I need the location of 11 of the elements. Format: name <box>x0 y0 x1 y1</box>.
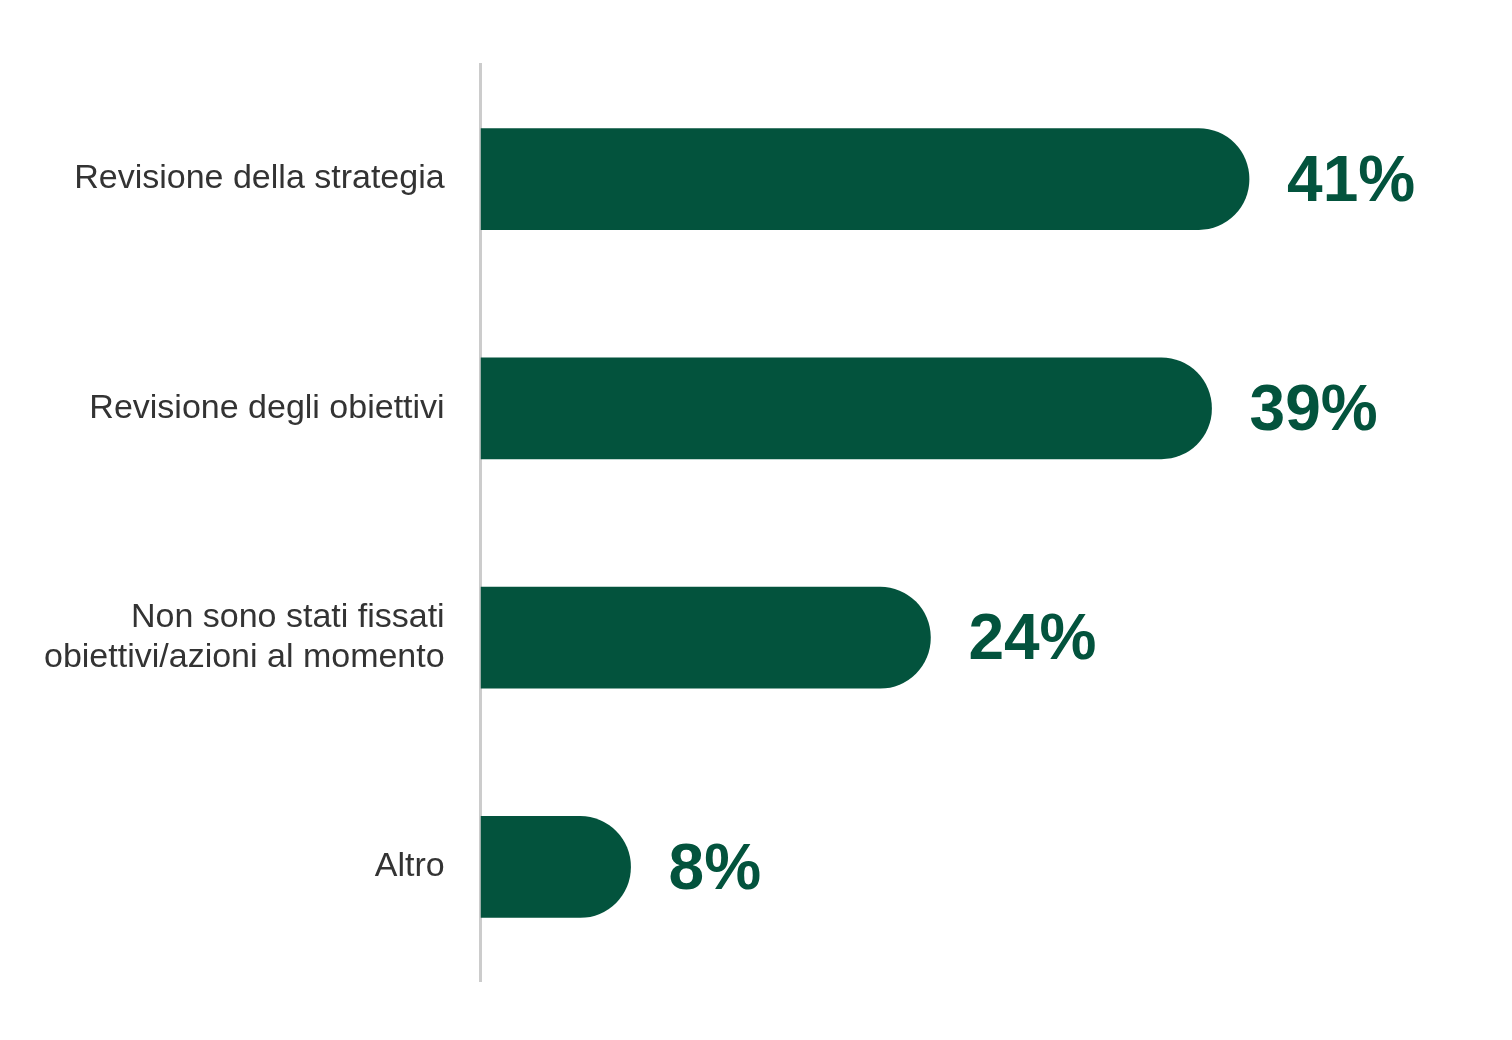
bar <box>480 357 1212 460</box>
y-tick-label: Altro <box>374 845 445 884</box>
data-label: 39% <box>1249 371 1378 444</box>
y-tick-label: Revisione degli obiettivi <box>89 386 445 425</box>
y-tick-label: Non sono stati fissati obiettivi/azioni al momento <box>43 595 445 675</box>
data-label: 8% <box>668 830 762 903</box>
y-tick-label: Revisione della strategia <box>74 157 445 196</box>
bar <box>480 586 931 689</box>
data-label: 24% <box>968 601 1097 674</box>
bar <box>480 128 1250 230</box>
data-label: 41% <box>1287 142 1416 215</box>
